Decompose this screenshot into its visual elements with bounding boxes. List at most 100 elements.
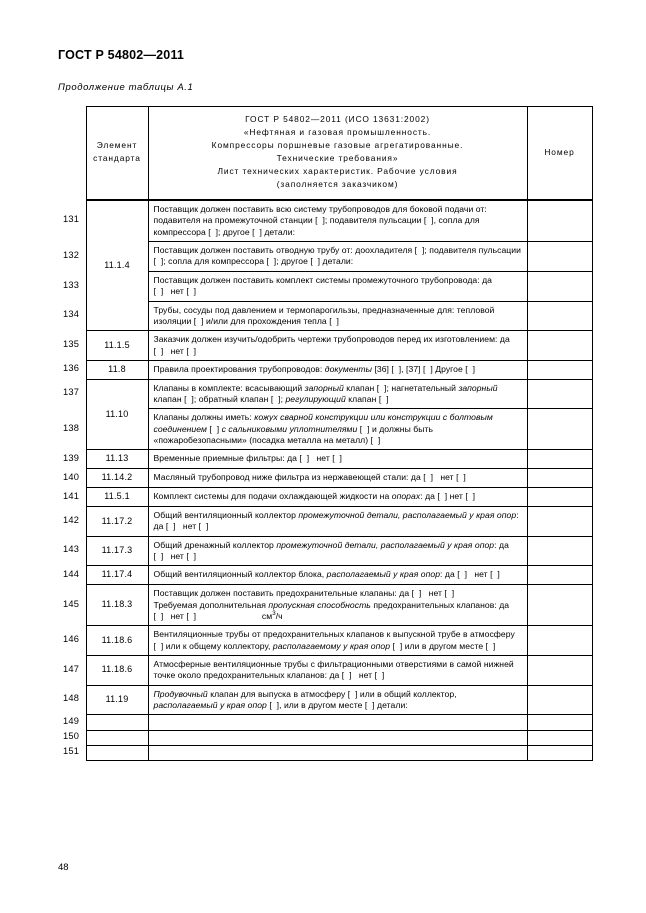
requirement-text xyxy=(147,744,528,762)
requirement-text: Комплект системы для подачи охлаждающей … xyxy=(147,487,528,508)
nomer-cell[interactable] xyxy=(526,300,593,332)
row-number: 133 xyxy=(58,271,86,301)
nomer-cell[interactable] xyxy=(526,684,593,716)
header-main-column: ГОСТ Р 54802—2011 (ИСО 13631:2002) «Нефт… xyxy=(147,106,528,201)
nomer-cell[interactable] xyxy=(526,729,593,746)
nomer-cell[interactable] xyxy=(526,449,593,470)
row-number: 140 xyxy=(58,468,86,488)
table-row: 148 11.19 Продувочный клапан для выпуска в… xyxy=(58,684,593,716)
nomer-cell[interactable] xyxy=(526,625,593,657)
row-number: 142 xyxy=(58,506,86,537)
table-row: 149 xyxy=(58,714,593,731)
table-body: 131 11.1.4 Поставщик должен поставить всю … xyxy=(58,199,593,762)
table-row: 136 11.8 Правила проектирования трубопрово… xyxy=(58,359,593,380)
row-number: 139 xyxy=(58,449,86,469)
header-element-column: Элемент стандарта xyxy=(85,106,149,201)
row-number: 145 xyxy=(58,584,86,626)
requirement-text: Поставщик должен поставить отводную труб… xyxy=(147,241,528,272)
nomer-cell[interactable] xyxy=(526,744,593,762)
row-number: 151 xyxy=(58,745,86,761)
nomer-cell[interactable] xyxy=(526,270,593,302)
row-number: 147 xyxy=(58,655,86,686)
row-number: 138 xyxy=(58,408,86,450)
requirement-text: Атмосферные вентиляционные трубы с фильт… xyxy=(147,655,528,686)
nomer-cell[interactable] xyxy=(526,199,593,243)
standard-element-ref xyxy=(85,744,149,762)
row-number: 144 xyxy=(58,565,86,585)
requirement-text: Поставщик должен поставить всю систему т… xyxy=(147,199,528,243)
header-main-line-2: Компрессоры поршневые газовые агрегатиро… xyxy=(211,140,464,151)
table-row: 135 11.1.5 Заказчик должен изучить/одобрит… xyxy=(58,330,593,361)
nomer-cell[interactable] xyxy=(526,506,593,537)
nomer-cell[interactable] xyxy=(526,359,593,380)
table-row: 132 Поставщик должен поставить отводную т… xyxy=(58,241,593,272)
nomer-cell[interactable] xyxy=(526,655,593,686)
specification-table: Элемент стандарта ГОСТ Р 54802—2011 (ИСО… xyxy=(58,106,593,762)
standard-element-ref: 11.13 xyxy=(85,449,149,470)
standard-element-ref: 11.10 xyxy=(85,378,149,451)
row-number: 136 xyxy=(58,360,86,380)
nomer-cell[interactable] xyxy=(526,714,593,731)
nomer-cell[interactable] xyxy=(526,330,593,361)
table-continuation-caption: Продолжение таблицы А.1 xyxy=(58,82,194,93)
standard-element-ref: 11.8 xyxy=(85,359,149,380)
requirement-text: Вентиляционные трубы от предохранительны… xyxy=(147,625,528,657)
table-row: 145 11.18.3 Поставщик должен поставить пре… xyxy=(58,584,593,627)
nomer-cell[interactable] xyxy=(526,468,593,489)
table-row: 131 11.1.4 Поставщик должен поставить всю … xyxy=(58,199,593,332)
row-number: 135 xyxy=(58,330,86,361)
requirement-text xyxy=(147,714,528,731)
row-number: 137 xyxy=(58,379,86,409)
table-row: 140 11.14.2 Масляный трубопровод ниже филь… xyxy=(58,468,593,489)
nomer-cell[interactable] xyxy=(526,487,593,508)
row-number: 150 xyxy=(58,730,86,746)
table-row: 139 11.13 Временные приемные фильтры: да [… xyxy=(58,449,593,470)
row-number: 146 xyxy=(58,625,86,656)
standard-designation: ГОСТ Р 54802—2011 xyxy=(58,48,185,62)
table-header: Элемент стандарта ГОСТ Р 54802—2011 (ИСО… xyxy=(58,106,593,201)
header-element-line2: стандарта xyxy=(93,153,141,164)
table-row: 150 xyxy=(58,729,593,746)
nomer-cell[interactable] xyxy=(526,378,593,410)
table-row: 144 11.17.4 Общий вентиляционный коллектор… xyxy=(58,565,593,586)
row-number: 143 xyxy=(58,536,86,566)
header-main-line-1: «Нефтяная и газовая промышленность. xyxy=(243,127,432,138)
requirement-text: Трубы, сосуды под давлением и термопарог… xyxy=(147,300,528,332)
standard-element-ref: 11.1.5 xyxy=(85,330,149,361)
requirement-text: Заказчик должен изучить/одобрить чертежи… xyxy=(147,330,528,361)
requirement-text: Общий дренажный коллектор промежуточной … xyxy=(147,535,528,567)
requirement-text: Общий вентиляционный коллектор промежуто… xyxy=(147,506,528,537)
requirement-text: Клапаны в комплекте: всасывающий запорны… xyxy=(147,378,528,410)
table-row: 147 11.18.6 Атмосферные вентиляционные тру… xyxy=(58,655,593,686)
page-folio: 48 xyxy=(58,862,69,873)
requirement-text: Временные приемные фильтры: да [ ] нет [… xyxy=(147,449,528,470)
nomer-cell[interactable] xyxy=(526,584,593,627)
nomer-cell[interactable] xyxy=(526,241,593,272)
nomer-cell[interactable] xyxy=(526,408,593,451)
nomer-cell[interactable] xyxy=(526,535,593,567)
table-row: 143 11.17.3 Общий дренажный коллектор пром… xyxy=(58,535,593,567)
standard-element-ref: 11.18.6 xyxy=(85,625,149,657)
header-main-line-5: (заполняется заказчиком) xyxy=(276,179,399,190)
row-number: 134 xyxy=(58,301,86,331)
requirement-text: Поставщик должен поставить предохранител… xyxy=(147,584,528,627)
standard-element-ref: 11.17.3 xyxy=(85,535,149,567)
row-number: 148 xyxy=(58,685,86,715)
requirement-text: Поставщик должен поставить комплект сист… xyxy=(147,270,528,302)
standard-element-ref: 11.14.2 xyxy=(85,468,149,489)
nomer-cell[interactable] xyxy=(526,565,593,586)
header-main-line-3: Технические требования» xyxy=(276,153,399,164)
header-number-column xyxy=(58,106,86,201)
standard-element-ref: 11.19 xyxy=(85,684,149,716)
table-row: 134 Трубы, сосуды под давлением и термопа… xyxy=(58,300,593,332)
header-nomer-column: Номер xyxy=(526,106,593,201)
standard-element-ref: 11.5.1 xyxy=(85,487,149,508)
requirement-text xyxy=(147,729,528,746)
header-main-line-4: Лист технических характеристик. Рабочие … xyxy=(217,166,458,177)
header-main-line-0: ГОСТ Р 54802—2011 (ИСО 13631:2002) xyxy=(245,114,430,124)
header-row: Элемент стандарта ГОСТ Р 54802—2011 (ИСО… xyxy=(58,106,593,201)
row-number: 141 xyxy=(58,487,86,507)
standard-element-ref xyxy=(85,714,149,731)
header-element-line1: Элемент xyxy=(96,140,138,151)
standard-element-ref: 11.17.2 xyxy=(85,506,149,537)
